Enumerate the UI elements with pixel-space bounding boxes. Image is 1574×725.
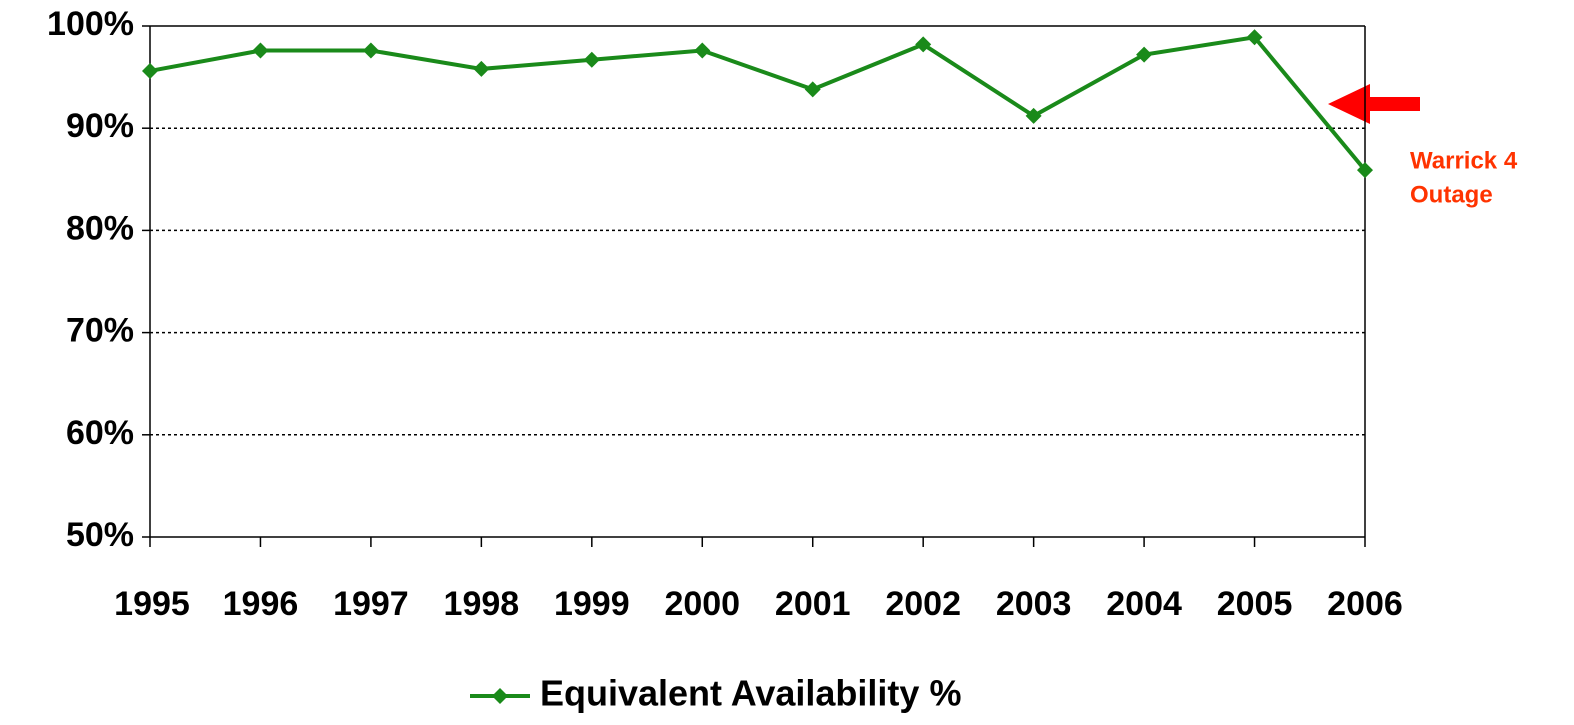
y-tick-label: 80% (66, 209, 134, 247)
x-tick-label: 2006 (1327, 585, 1403, 623)
point-marker (583, 51, 600, 68)
legend-marker (492, 688, 508, 704)
y-tick-label: 90% (66, 107, 134, 145)
x-tick-label: 1996 (223, 585, 299, 623)
point-marker (142, 62, 158, 79)
series-line (149, 35, 1367, 172)
annotation: Outage (1410, 181, 1493, 208)
x-tick-label: 1999 (554, 585, 630, 623)
annotation-arrow (1328, 84, 1420, 124)
x-tick-label: 2000 (664, 585, 740, 623)
legend-label: Equivalent Availability % (540, 673, 961, 714)
point-marker (1025, 107, 1042, 124)
annotation: Warrick 4 (1410, 147, 1518, 174)
x-tick-label: 2005 (1217, 585, 1293, 623)
x-tick-label: 2004 (1106, 585, 1182, 623)
point-marker (252, 42, 269, 59)
x-tick-label: 2002 (885, 585, 961, 623)
point-marker (1357, 162, 1373, 179)
point-marker (362, 42, 379, 59)
point-marker (473, 60, 490, 77)
point-marker (1246, 29, 1263, 46)
point-marker (915, 36, 932, 53)
point-marker (694, 42, 711, 59)
y-tick-label: 100% (47, 5, 134, 43)
x-tick-label: 1997 (333, 585, 409, 623)
y-tick-label: 50% (66, 516, 134, 554)
point-marker (1136, 46, 1153, 63)
x-tick-label: 2001 (775, 585, 851, 623)
x-tick-label: 1998 (444, 585, 520, 623)
x-tick-label: 1995 (114, 585, 190, 623)
y-tick-label: 70% (66, 312, 134, 350)
y-tick-label: 60% (66, 414, 134, 452)
x-tick-label: 2003 (996, 585, 1072, 623)
point-marker (804, 81, 821, 98)
